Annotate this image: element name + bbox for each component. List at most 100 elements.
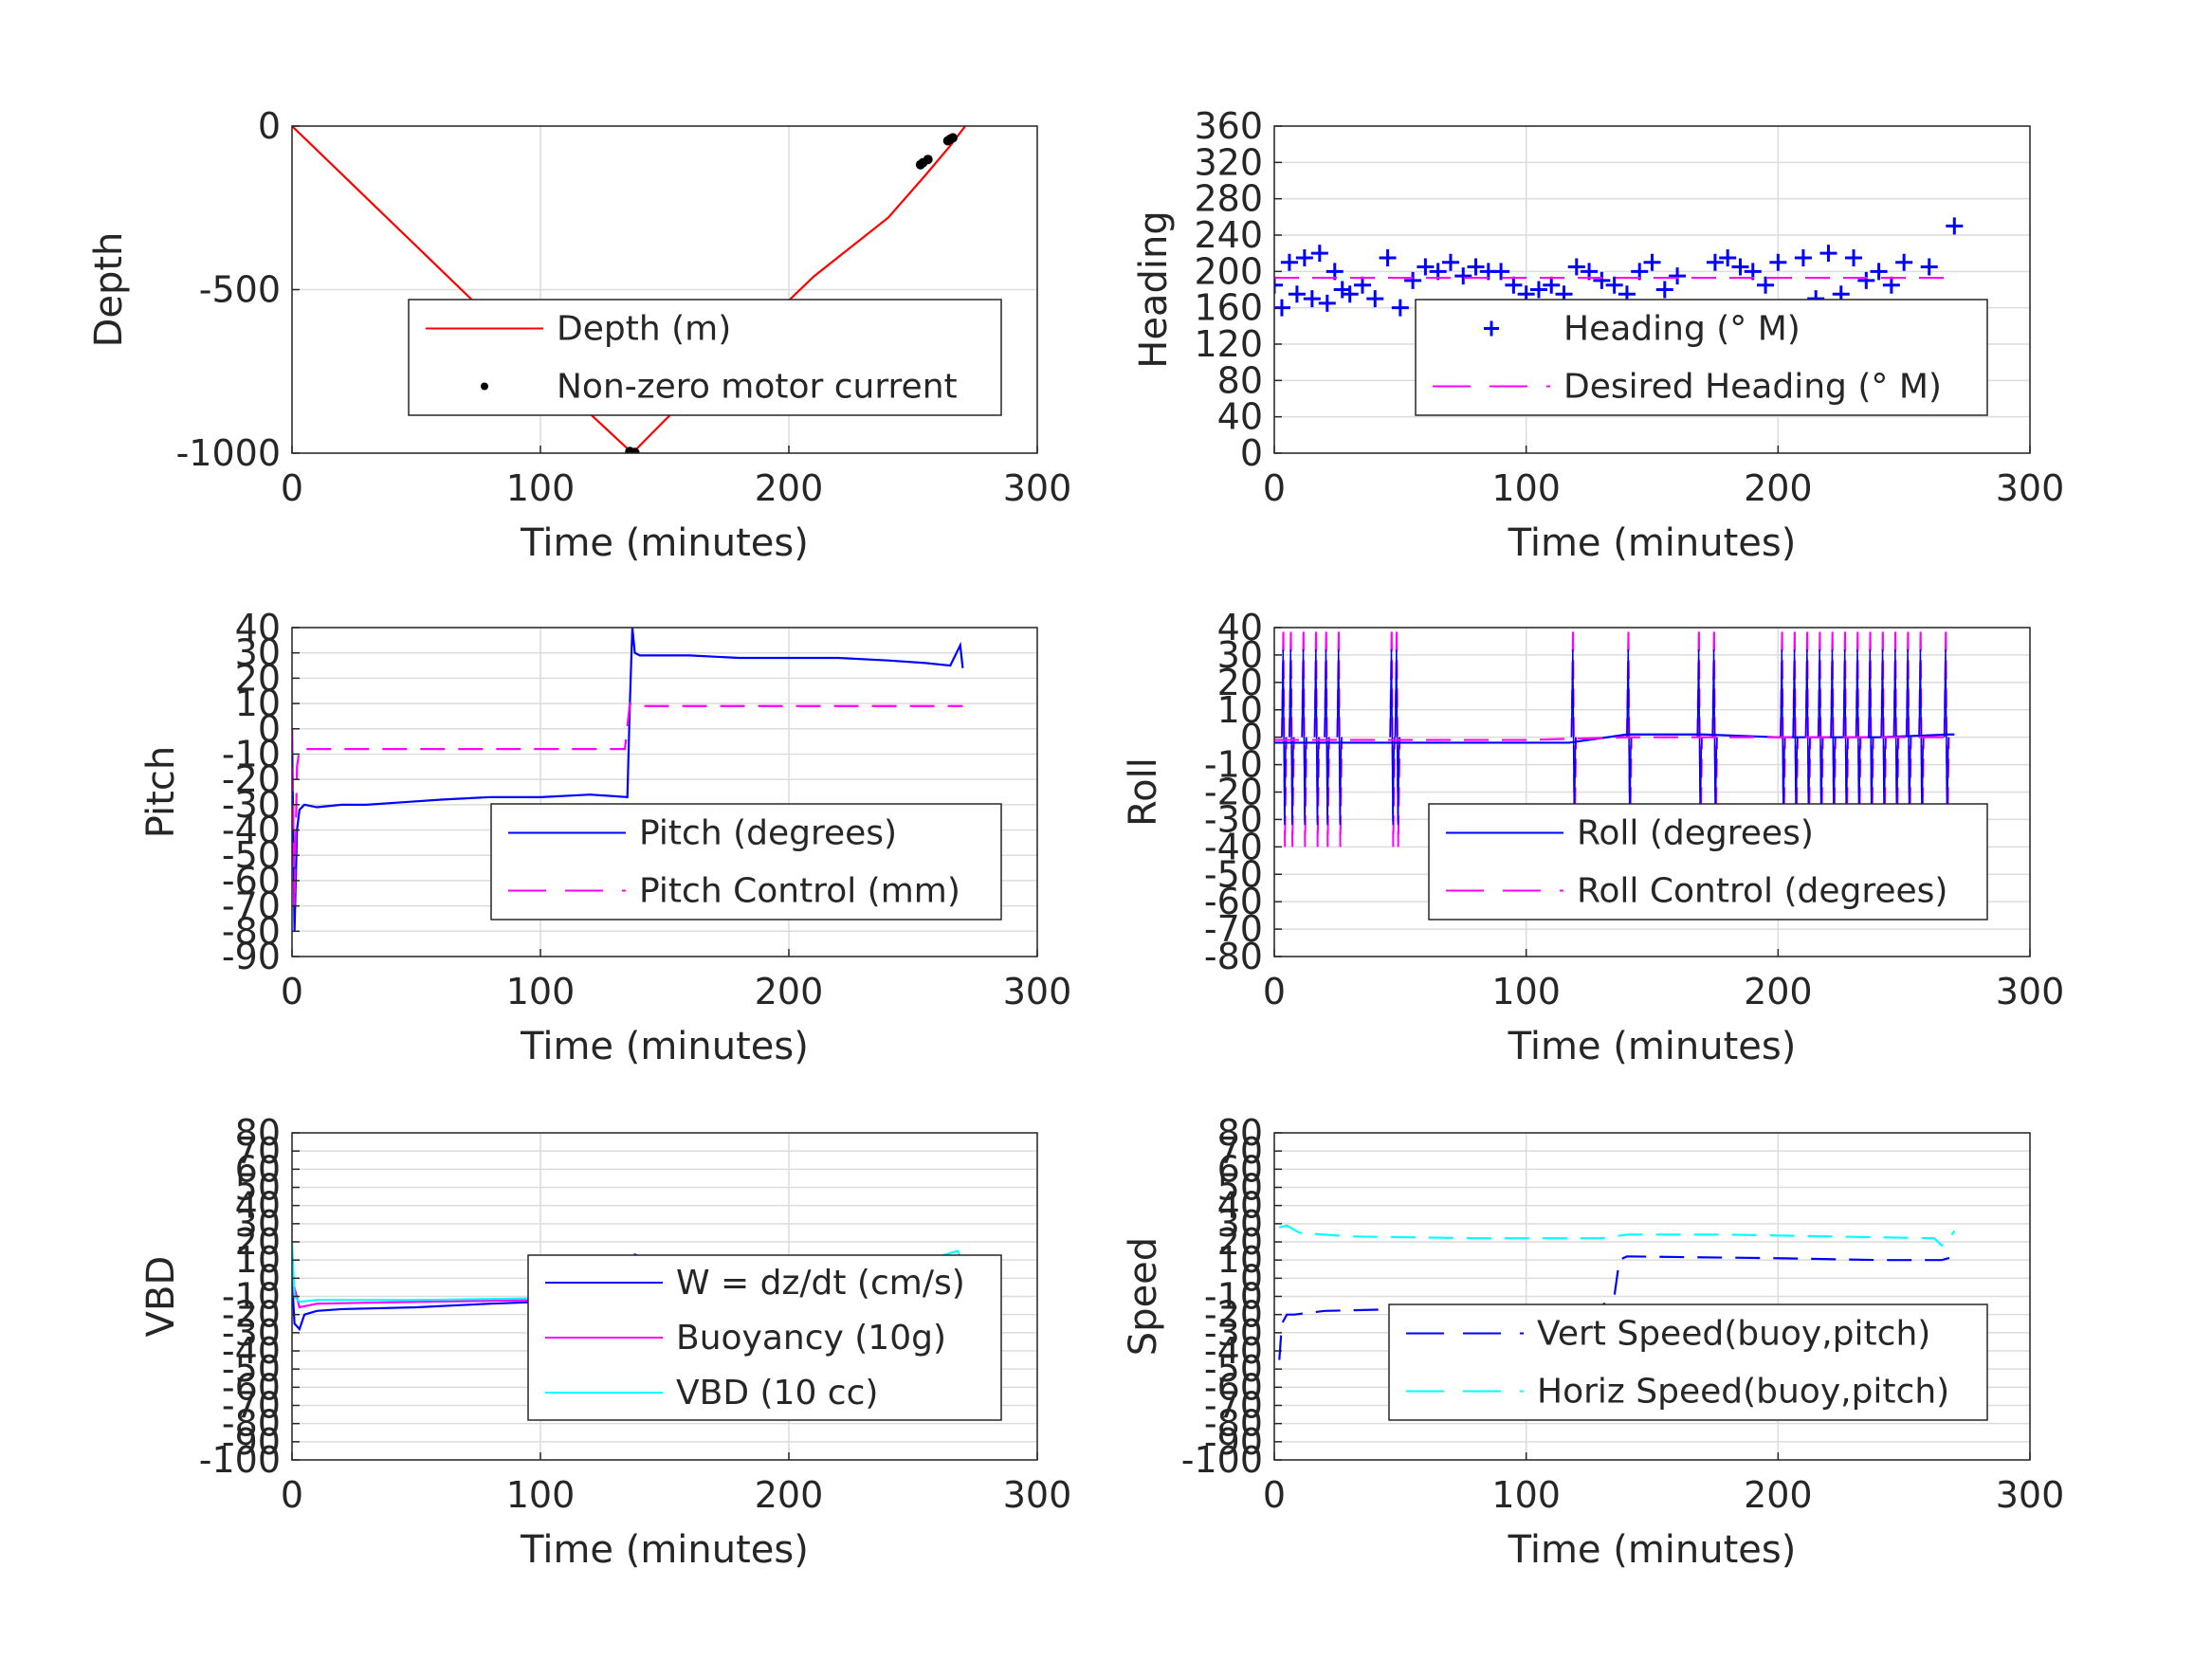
y-tick-label: -100 (199, 1439, 281, 1481)
legend-label: Pitch (degrees) (639, 814, 897, 853)
y-tick-label: 20 (235, 1221, 281, 1263)
y-tick-label: -30 (222, 1312, 281, 1354)
y-tick-label: 240 (1194, 214, 1263, 256)
y-tick-label: -10 (222, 1276, 281, 1318)
y-tick-label: -20 (1204, 1294, 1263, 1336)
series-line (292, 126, 966, 453)
series-line (1274, 736, 1955, 741)
y-tick-label: 10 (235, 683, 281, 724)
y-tick-label: -40 (1204, 826, 1263, 867)
legend-label: Non-zero motor current (557, 368, 958, 407)
legend-box (490, 803, 1002, 921)
y-tick-label: -10 (1204, 744, 1263, 786)
series-roll-0 (1274, 733, 1955, 744)
y-tick-label: 60 (1217, 1148, 1263, 1190)
x-tick-label: 200 (755, 467, 824, 509)
y-axis-label: Heading (1132, 210, 1176, 368)
legend-marker (481, 382, 488, 391)
data-point (1857, 271, 1875, 289)
series-depth-1 (625, 133, 958, 453)
x-tick-label: 0 (1263, 1474, 1286, 1516)
x-tick-label: 0 (281, 971, 303, 1012)
chart-pitch: 0 100 200 300-90-80-70-60-50-40-30-20-10010… (139, 607, 1071, 1068)
roll-spike (1943, 649, 1949, 826)
roll-spike (1570, 649, 1577, 826)
roll-spike (1313, 649, 1320, 826)
series-line (1279, 1224, 1956, 1248)
plot-area-depth (292, 126, 966, 453)
x-tick-label: 0 (281, 467, 303, 509)
series-pitch-0 (292, 628, 964, 932)
series-line (292, 628, 964, 932)
data-point (1529, 281, 1547, 299)
y-tick-label: -60 (1204, 881, 1263, 922)
data-point (1895, 253, 1913, 271)
roll-spike (1906, 649, 1911, 826)
axes-frame (1273, 125, 2031, 454)
x-tick-label: 300 (1996, 467, 2065, 509)
y-tick-label: 200 (1194, 250, 1263, 292)
legend-label: Buoyancy (10g) (676, 1319, 946, 1358)
x-tick-label: 100 (506, 467, 576, 509)
axes-frame (291, 627, 1038, 957)
data-point (1310, 245, 1328, 263)
data-point (1417, 258, 1435, 276)
data-point (1280, 253, 1298, 271)
y-tick-label: -1000 (176, 432, 281, 474)
y-tick-label: 40 (235, 1185, 281, 1227)
legend-speed: Vert Speed(buoy,pitch) Horiz Speed(buoy,p… (1388, 1304, 1988, 1421)
roll-spike (1336, 649, 1343, 826)
chart-roll: 0 100 200 300-80-70-60-50-40-30-20-10010203… (1122, 607, 2064, 1068)
x-tick-label: 200 (755, 971, 824, 1012)
y-tick-label: 320 (1194, 141, 1263, 183)
y-tick-label: 30 (235, 632, 281, 674)
data-point (1295, 248, 1313, 266)
y-tick-label: -70 (1204, 1385, 1263, 1427)
y-tick-label: 30 (235, 1203, 281, 1245)
data-point (1288, 285, 1306, 303)
legend-label: Roll (degrees) (1577, 814, 1814, 853)
data-point (1845, 248, 1863, 266)
legend-box (1388, 1304, 1988, 1421)
x-tick-label: 100 (506, 971, 576, 1012)
roll-spike (1281, 649, 1287, 826)
chart-vbd: 0 100 200 300-100-90-80-70-60-50-40-30-20-1… (139, 1112, 1071, 1572)
legend-pitch: Pitch (degrees) Pitch Control (mm) (490, 803, 1002, 921)
series-depth-0 (292, 126, 966, 453)
y-tick-label: -90 (222, 936, 281, 977)
y-tick-label: 10 (235, 1239, 281, 1281)
data-point (923, 155, 933, 165)
plot-area-pitch (292, 628, 964, 932)
legend-vbd: W = dz/dt (cm/s) Buoyancy (10g) VBD (10 cc… (527, 1254, 1002, 1421)
x-tick-label: 300 (1996, 1474, 2065, 1516)
legend-heading: Heading (° M) Desired Heading (° M) (1415, 299, 1988, 416)
y-tick-label: 70 (235, 1130, 281, 1172)
data-point (1920, 258, 1938, 276)
series-line (292, 702, 963, 906)
data-point (1655, 281, 1673, 299)
y-tick-label: -20 (222, 1294, 281, 1336)
y-tick-label: -70 (222, 885, 281, 927)
x-tick-label: 300 (1003, 971, 1072, 1012)
chart-heading: 0 100 200 30004080120160200240280320360Time… (1132, 105, 2064, 565)
y-tick-label: 40 (1217, 1185, 1263, 1227)
x-tick-label: 100 (506, 1474, 576, 1516)
legend-box (1415, 299, 1988, 416)
data-point (1353, 276, 1371, 294)
chart-depth: 0 100 200 300 -1000 -500 0 Time (minutes) Depth D… (87, 105, 1071, 565)
ticks-vbd: 0 100 200 300-100-90-80-70-60-50-40-30-20-1… (199, 1112, 1072, 1516)
data-point (1819, 245, 1837, 263)
y-tick-label: -80 (222, 910, 281, 952)
x-axis-label: Time (minutes) (520, 1528, 809, 1572)
y-tick-label: -50 (222, 1348, 281, 1390)
y-tick-label: -70 (222, 1385, 281, 1427)
x-tick-label: 300 (1003, 1474, 1072, 1516)
y-tick-label: -20 (1204, 772, 1263, 813)
data-point (1593, 271, 1611, 289)
y-tick-label: -80 (1204, 936, 1263, 977)
legend-label: Desired Heading (° M) (1563, 368, 1942, 407)
y-tick-label: -90 (1204, 1421, 1263, 1463)
y-tick-label: 0 (258, 708, 281, 750)
y-tick-label: -30 (1204, 798, 1263, 840)
